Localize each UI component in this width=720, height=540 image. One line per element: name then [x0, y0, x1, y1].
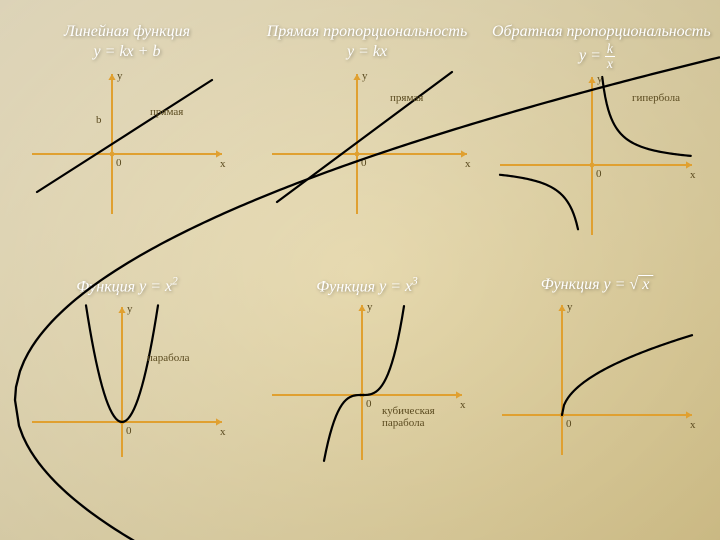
title-main: Функция [316, 278, 375, 295]
plot-direct-prop: y x 0 прямая [262, 62, 472, 232]
title-main: Функция [541, 276, 600, 293]
curve-label: парабола [147, 352, 189, 364]
title-eq: y = x3 [379, 278, 418, 295]
title-eq: y = kx [262, 42, 472, 62]
panel-title: Функция y = x2 [22, 275, 232, 297]
panel-title: Функция y = x3 [262, 275, 472, 297]
title-eq: y = x2 [139, 278, 178, 295]
y-axis-label: y [367, 301, 373, 313]
panel-inverse-prop: Обратная пропорциональностьy = kx y x 0 гипе… [492, 22, 702, 240]
x-axis-label: x [690, 419, 696, 431]
origin-label: 0 [126, 425, 132, 437]
y-axis-label: y [362, 70, 368, 82]
curve-label: прямая [150, 106, 183, 118]
origin-label: 0 [596, 168, 602, 180]
plot-linear: y x 0 прямая b [22, 62, 232, 232]
plot-svg [492, 295, 702, 465]
plot-sqrt: y x 0 [492, 295, 702, 465]
title-eq: y = kx + b [22, 42, 232, 62]
plot-svg [22, 297, 232, 467]
x-axis-label: x [460, 399, 466, 411]
panel-sqrt: Функция y = √ x y x 0 [492, 275, 702, 465]
extra-label: b [96, 114, 102, 126]
plot-svg [22, 62, 232, 232]
plot-svg [262, 297, 472, 467]
title-main: Линейная функция [64, 23, 190, 40]
origin-label: 0 [366, 398, 372, 410]
y-axis-label: y [567, 301, 573, 313]
panel-title: Прямая пропорциональность y = kx [262, 22, 472, 62]
origin-label: 0 [116, 157, 122, 169]
origin-label: 0 [361, 157, 367, 169]
x-axis-label: x [220, 158, 226, 170]
panel-title: Обратная пропорциональностьy = kx [492, 22, 702, 70]
curve-label: прямая [390, 92, 423, 104]
title-eq: y = kx [492, 42, 702, 70]
x-axis-label: x [220, 426, 226, 438]
panel-linear: Линейная функция y = kx + b y x 0 прямая b [22, 22, 232, 232]
panel-title: Линейная функция y = kx + b [22, 22, 232, 62]
x-axis-label: x [465, 158, 471, 170]
panel-cube: Функция y = x3 y x 0 кубическая парабола [262, 275, 472, 467]
panel-direct-prop: Прямая пропорциональность y = kx y x 0 прямая [262, 22, 472, 232]
title-main: Обратная пропорциональность [492, 23, 711, 40]
y-axis-label: y [597, 73, 603, 85]
origin-label: 0 [566, 418, 572, 430]
title-main: Функция [76, 278, 135, 295]
x-axis-label: x [690, 169, 696, 181]
curve-label: гипербола [632, 92, 680, 104]
y-axis-label: y [117, 70, 123, 82]
plot-svg [262, 62, 472, 232]
title-main: Прямая пропорциональность [267, 23, 468, 40]
title-eq: y = √ x [604, 276, 654, 293]
plot-cube: y x 0 кубическая парабола [262, 297, 472, 467]
curve-label: кубическая парабола [382, 405, 435, 429]
plot-inverse-prop: y x 0 гипербола [492, 70, 702, 240]
y-axis-label: y [127, 303, 133, 315]
panel-title: Функция y = √ x [492, 275, 702, 295]
plot-square: y x 0 парабола [22, 297, 232, 467]
panel-square: Функция y = x2 y x 0 парабола [22, 275, 232, 467]
